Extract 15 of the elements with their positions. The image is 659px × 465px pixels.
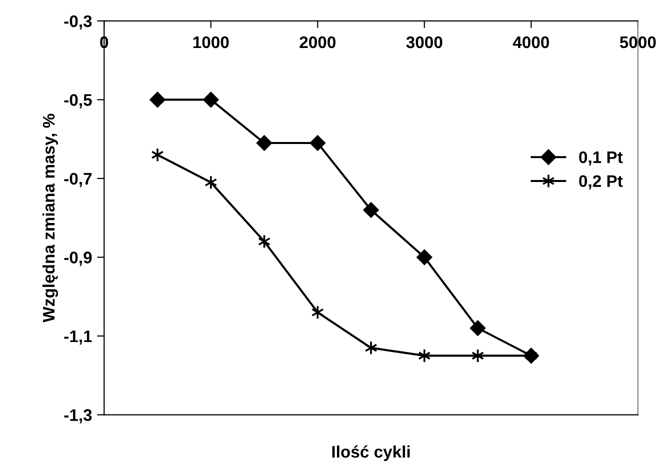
x-tick-label: 1000 xyxy=(193,36,229,48)
y-tick-label: -1,1 xyxy=(64,330,92,345)
x-tick-label: 2000 xyxy=(300,36,336,48)
y-tick-label: -1,3 xyxy=(64,409,92,424)
legend-label: 0,1 Pt xyxy=(579,151,623,166)
x-tick-label: 4000 xyxy=(512,36,550,48)
y-tick-label: -0,7 xyxy=(64,172,92,188)
y-axis-title: Względna zmiana masy, % xyxy=(42,114,58,322)
x-axis-title: Ilość cykli xyxy=(332,445,410,462)
x-tick-label: 3000 xyxy=(406,36,442,48)
y-tick-label: -0,9 xyxy=(64,252,92,266)
legend-label: 0,2 Pt xyxy=(579,175,623,190)
x-tick-label: 5000 xyxy=(620,36,656,48)
y-tick-label: -0,5 xyxy=(64,94,92,108)
y-tick-label: -0,3 xyxy=(64,15,92,30)
